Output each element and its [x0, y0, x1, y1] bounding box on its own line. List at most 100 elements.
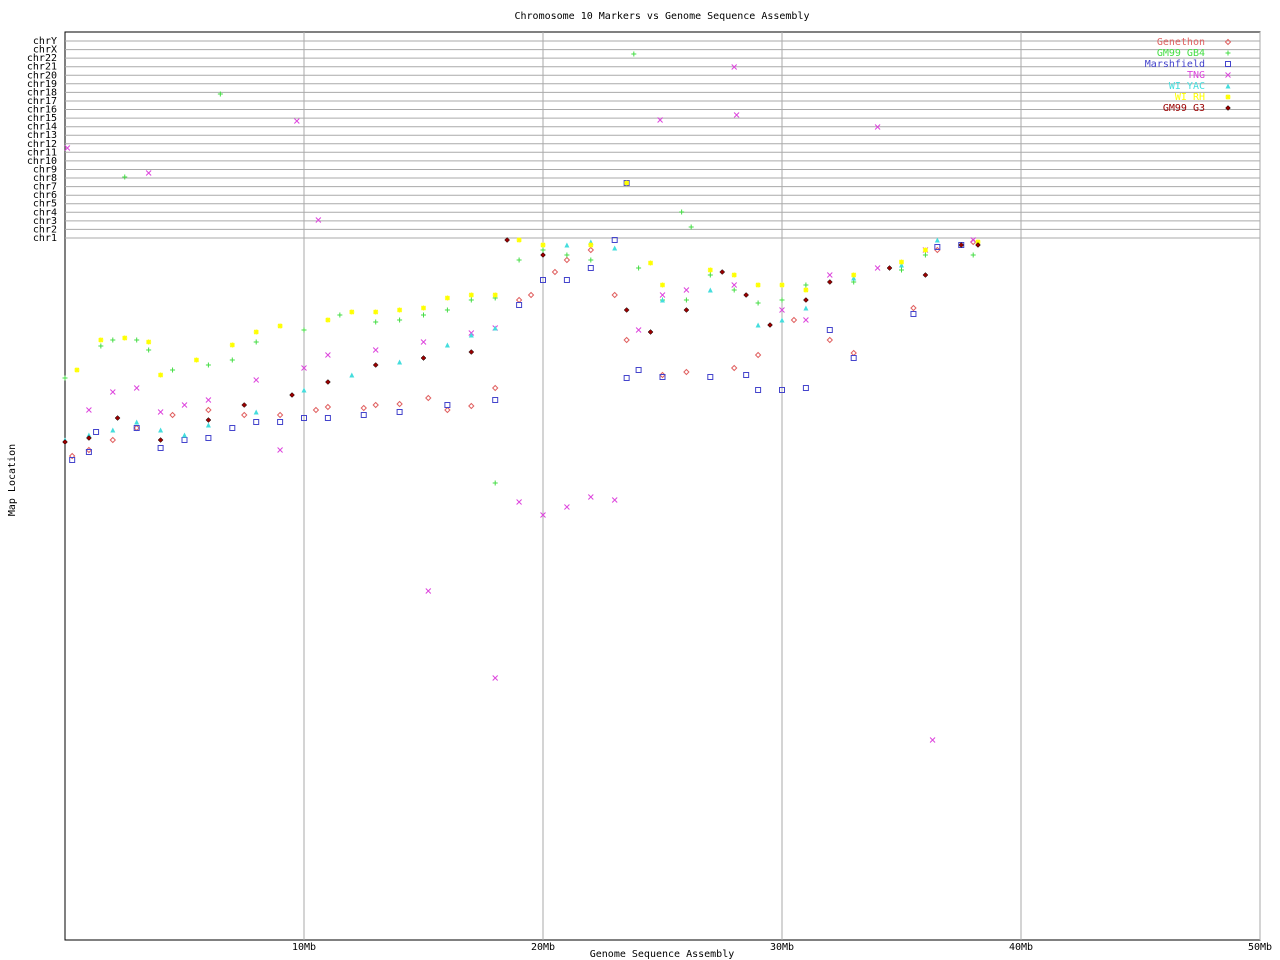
y-tick-label: chr8	[33, 173, 57, 184]
point	[315, 217, 322, 223]
point	[157, 437, 164, 443]
y-tick-label: chr13	[27, 130, 57, 141]
point	[731, 272, 737, 278]
point	[229, 342, 235, 348]
point	[611, 497, 618, 503]
x-tick-label: 20Mb	[531, 942, 555, 953]
x-tick-label: 30Mb	[770, 942, 794, 953]
point	[324, 403, 332, 411]
point	[587, 265, 594, 271]
legend-marker	[1225, 83, 1231, 89]
point	[301, 415, 307, 421]
point	[253, 377, 260, 383]
point	[420, 339, 427, 345]
point	[587, 494, 594, 500]
legend-marker	[1225, 50, 1231, 56]
point	[86, 432, 92, 438]
point	[372, 347, 379, 353]
point	[396, 409, 403, 415]
point	[755, 322, 761, 328]
y-axis-label: Map Location	[7, 444, 18, 516]
point	[492, 325, 498, 331]
point	[975, 242, 981, 248]
point	[563, 277, 570, 283]
point	[241, 402, 248, 408]
point	[373, 309, 379, 315]
point	[492, 292, 498, 298]
point	[624, 180, 630, 186]
point	[516, 257, 522, 263]
point	[133, 424, 140, 432]
y-tick-label: chr14	[27, 122, 57, 133]
point	[253, 409, 259, 415]
point	[360, 404, 367, 412]
x-tick-label: 10Mb	[292, 942, 316, 953]
point	[660, 282, 665, 288]
point	[934, 237, 940, 243]
point	[169, 411, 176, 419]
point	[899, 267, 904, 273]
point	[540, 252, 546, 258]
point	[826, 279, 833, 285]
point	[396, 400, 403, 408]
point	[922, 272, 929, 278]
point	[444, 406, 451, 414]
point	[743, 292, 750, 298]
legend-label: Genethon	[1157, 37, 1205, 48]
point	[277, 323, 283, 329]
point	[86, 435, 92, 441]
point	[659, 292, 666, 298]
point	[886, 265, 893, 271]
point	[444, 307, 450, 313]
point	[731, 64, 738, 70]
point	[468, 292, 474, 298]
plot-frame	[64, 31, 1261, 941]
point	[109, 436, 117, 444]
point	[779, 297, 785, 303]
point	[122, 174, 128, 180]
point	[301, 387, 307, 393]
y-tick-label: chr2	[33, 224, 57, 235]
point	[349, 309, 355, 315]
point	[636, 265, 642, 271]
y-tick-label: chr17	[27, 96, 57, 107]
point	[611, 291, 618, 299]
point	[802, 385, 809, 391]
point	[779, 307, 785, 313]
point	[504, 237, 511, 243]
point	[683, 368, 690, 376]
point	[492, 397, 499, 403]
point	[803, 305, 809, 311]
point	[631, 51, 637, 57]
point	[803, 317, 809, 323]
point	[587, 246, 595, 254]
point	[276, 411, 284, 419]
point	[301, 327, 307, 333]
point	[253, 329, 259, 335]
point	[110, 427, 116, 433]
point	[731, 287, 737, 293]
point	[109, 389, 116, 395]
point	[193, 357, 199, 363]
point	[564, 252, 570, 258]
legend-marker	[1225, 61, 1231, 67]
point	[910, 311, 917, 317]
point	[492, 675, 499, 681]
point	[145, 170, 152, 176]
point	[803, 282, 809, 288]
y-tick-label: chr7	[33, 182, 57, 193]
point	[688, 224, 694, 230]
point	[874, 124, 881, 130]
legend-label: GM99 GB4	[1157, 48, 1205, 59]
point	[253, 419, 260, 425]
point	[420, 355, 427, 361]
point	[515, 296, 523, 304]
legend-marker	[1225, 72, 1231, 78]
point	[540, 277, 546, 283]
point	[657, 117, 663, 123]
point	[874, 265, 881, 271]
point	[527, 291, 535, 299]
y-tick-label: chr10	[27, 156, 57, 167]
y-tick-label: chr9	[33, 165, 57, 176]
point	[731, 282, 738, 288]
